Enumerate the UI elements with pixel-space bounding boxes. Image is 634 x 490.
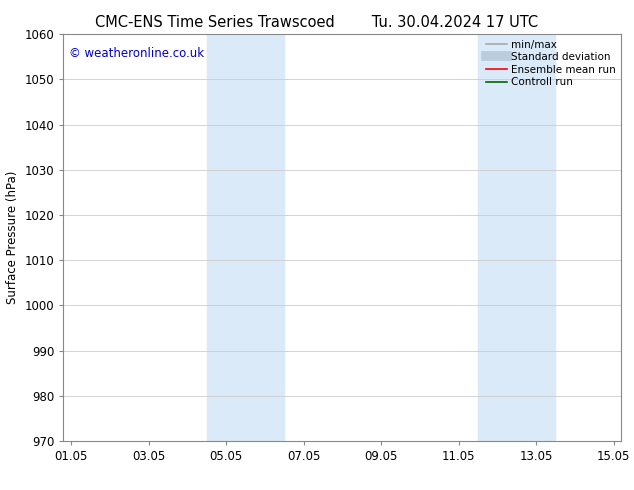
Bar — [478, 34, 555, 441]
Y-axis label: Surface Pressure (hPa): Surface Pressure (hPa) — [6, 171, 19, 304]
Bar — [207, 34, 284, 441]
Text: CMC-ENS Time Series Trawscoed        Tu. 30.04.2024 17 UTC: CMC-ENS Time Series Trawscoed Tu. 30.04.… — [96, 15, 538, 30]
Text: © weatheronline.co.uk: © weatheronline.co.uk — [69, 47, 204, 59]
Legend: min/max, Standard deviation, Ensemble mean run, Controll run: min/max, Standard deviation, Ensemble me… — [483, 36, 619, 91]
